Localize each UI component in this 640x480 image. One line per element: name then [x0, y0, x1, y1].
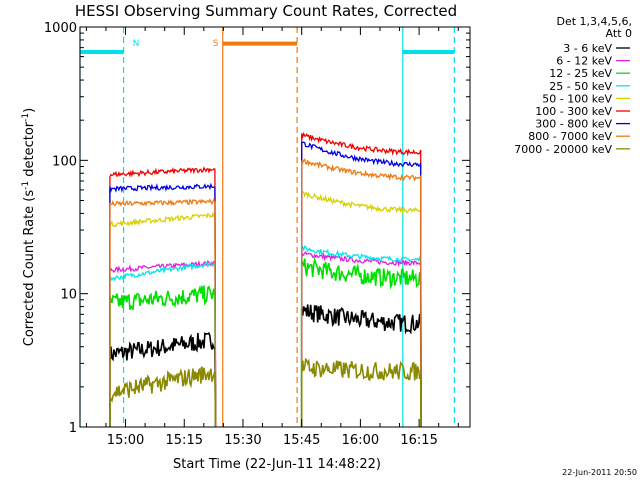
y-tick-label-10: 10 — [60, 288, 77, 303]
series-50-100-kev-segment-2 — [301, 189, 422, 428]
series-7000-20000-kev-segment-2 — [300, 357, 422, 428]
y-axis-title-part2: detector — [22, 121, 37, 181]
y-tick-label-100: 100 — [52, 154, 77, 169]
marker-label-s: S — [213, 39, 219, 49]
axes: 1 10 100 1000 15:00 15:15 15:30 15:45 16:00 16:15 — [44, 21, 470, 448]
series-300-800-kev-segment-1 — [109, 182, 217, 428]
legend-header-line2: Att 0 — [606, 27, 632, 40]
series-800-7000-kev-segment-1 — [109, 197, 217, 428]
y-axis-title-sup1: -1 — [21, 181, 31, 190]
y-tick-label-1: 1 — [69, 421, 77, 436]
series-800-7000-kev-segment-2 — [301, 158, 422, 428]
series-7000-20000-kev-segment-1 — [109, 366, 217, 428]
y-axis-title-part3: ) — [22, 108, 37, 113]
series-100-300-kev-segment-1 — [109, 166, 217, 428]
y-axis-title: Corrected Count Rate (s-1 detector-1) — [21, 108, 37, 346]
series-25-50-kev-segment-1 — [109, 261, 217, 428]
series-50-100-kev-segment-1 — [109, 211, 217, 428]
series-25-50-kev-segment-2 — [301, 245, 422, 428]
series-6-12-kev-segment-2 — [301, 250, 422, 428]
legend-label-25-50-kev: 25 - 50 keV — [549, 80, 612, 93]
series-12-25-kev-segment-1 — [109, 284, 217, 428]
marker-label-n: N — [133, 39, 140, 49]
series-3-6-kev-segment-2 — [300, 304, 422, 428]
legend-label-3-6-kev: 3 - 6 keV — [563, 42, 612, 55]
chart-title: HESSI Observing Summary Count Rates, Cor… — [75, 2, 457, 20]
x-axis-title: Start Time (22-Jun-11 14:48:22) — [173, 457, 381, 472]
legend-label-100-300-kev: 100 - 300 keV — [535, 105, 612, 118]
plot-frame — [79, 26, 471, 428]
x-tick-label-1615: 16:15 — [400, 433, 437, 448]
series-100-300-kev-segment-2 — [301, 131, 422, 428]
series-300-800-kev-segment-2 — [301, 141, 422, 428]
y-tick-label-1000: 1000 — [44, 21, 77, 36]
x-tick-label-1600: 16:00 — [342, 433, 379, 448]
legend-label-6-12-kev: 6 - 12 keV — [556, 55, 612, 68]
x-tick-label-1545: 15:45 — [283, 433, 320, 448]
legend-label-800-7000-kev: 800 - 7000 keV — [528, 130, 612, 143]
legend-label-7000-20000-kev: 7000 - 20000 keV — [514, 143, 612, 156]
x-tick-label-1500: 15:00 — [107, 433, 144, 448]
x-tick-label-1530: 15:30 — [224, 433, 261, 448]
y-axis-title-sup2: -1 — [21, 113, 31, 122]
series-12-25-kev-segment-2 — [300, 256, 422, 428]
y-axis-title-part1: Corrected Count Rate (s — [22, 190, 37, 347]
legend-label-12-25-kev: 12 - 25 keV — [549, 67, 612, 80]
x-tick-label-1515: 15:15 — [166, 433, 203, 448]
legend-label-50-100-kev: 50 - 100 keV — [542, 92, 612, 105]
date-stamp: 22-Jun-2011 20:50 — [562, 468, 637, 477]
legend-label-300-800-kev: 300 - 800 keV — [535, 118, 612, 131]
series-6-12-kev-segment-1 — [109, 259, 217, 428]
series-3-6-kev-segment-1 — [109, 332, 217, 428]
legend-header-line1: Det 1,3,4,5,6, — [556, 15, 632, 28]
